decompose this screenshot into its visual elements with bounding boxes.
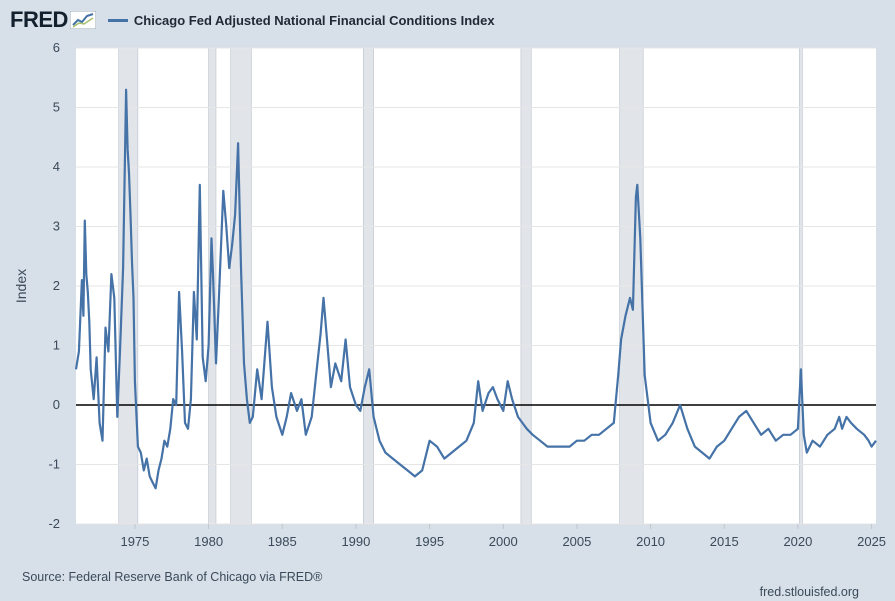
fred-logo[interactable]: FRED bbox=[10, 7, 68, 32]
legend[interactable]: Chicago Fed Adjusted National Financial … bbox=[107, 12, 495, 28]
x-tick-label: 2025 bbox=[857, 534, 886, 549]
fred-url[interactable]: fred.stlouisfed.org bbox=[759, 585, 859, 599]
series-line[interactable] bbox=[74, 88, 877, 490]
chart-header: FRED Chicago Fed Adjusted National Finan… bbox=[10, 6, 495, 34]
y-tick-label: 6 bbox=[53, 40, 60, 55]
fred-graph-icon bbox=[69, 11, 96, 29]
y-tick-label: 1 bbox=[53, 338, 60, 353]
y-tick-label: 3 bbox=[53, 219, 60, 234]
x-tick-label: 1995 bbox=[415, 534, 444, 549]
source-text: Source: Federal Reserve Bank of Chicago … bbox=[22, 570, 323, 584]
legend-swatch bbox=[107, 18, 128, 22]
x-tick-label: 2000 bbox=[489, 534, 518, 549]
y-tick-label: 4 bbox=[53, 159, 60, 174]
y-tick-label: 0 bbox=[53, 397, 60, 412]
y-axis-label: Index bbox=[13, 269, 29, 303]
legend-label: Chicago Fed Adjusted National Financial … bbox=[133, 12, 495, 28]
x-tick-label: 2010 bbox=[636, 534, 665, 549]
y-tick-label: 5 bbox=[53, 100, 60, 115]
x-tick-label: 1980 bbox=[194, 534, 223, 549]
x-tick-label: 2005 bbox=[562, 534, 591, 549]
x-tick-label: 1990 bbox=[341, 534, 370, 549]
x-tick-label: 1985 bbox=[268, 534, 297, 549]
y-tick-label: 2 bbox=[53, 278, 60, 293]
x-tick-label: 1975 bbox=[120, 534, 149, 549]
x-tick-label: 2020 bbox=[783, 534, 812, 549]
y-tick-label: -2 bbox=[48, 516, 60, 531]
y-tick-label: -1 bbox=[48, 457, 60, 472]
x-tick-label: 2015 bbox=[710, 534, 739, 549]
